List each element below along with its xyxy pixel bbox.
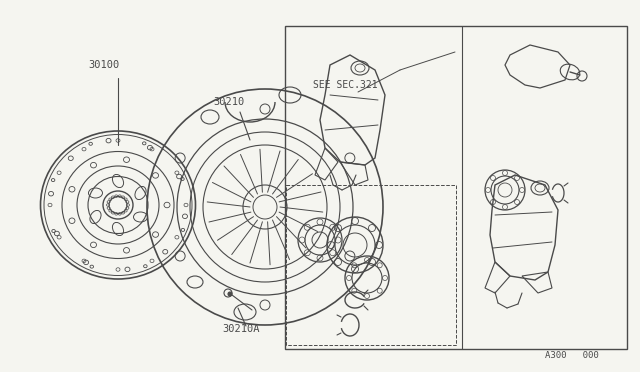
Bar <box>286 185 456 345</box>
Text: 30210: 30210 <box>213 97 244 107</box>
Text: 30100: 30100 <box>88 60 119 70</box>
Text: A300   000: A300 000 <box>545 351 599 360</box>
Text: SEE SEC.321: SEE SEC.321 <box>313 80 378 90</box>
Text: 30210A: 30210A <box>222 324 259 334</box>
Bar <box>285 26 627 349</box>
Circle shape <box>228 292 232 296</box>
